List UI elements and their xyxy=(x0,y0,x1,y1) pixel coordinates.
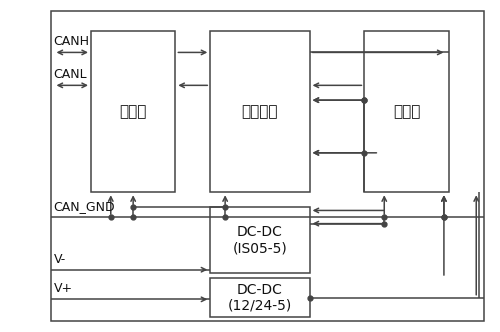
Bar xyxy=(364,31,449,192)
Text: V+: V+ xyxy=(54,283,72,295)
Bar xyxy=(51,11,484,321)
Text: 隔离芯片: 隔离芯片 xyxy=(242,104,278,119)
Bar xyxy=(210,207,310,273)
Text: V-: V- xyxy=(54,253,66,266)
Text: DC-DC
(12/24-5): DC-DC (12/24-5) xyxy=(228,283,292,313)
Text: CANH: CANH xyxy=(54,36,90,48)
Text: CANL: CANL xyxy=(54,68,87,81)
Text: CAN_GND: CAN_GND xyxy=(54,200,115,213)
Bar xyxy=(210,278,310,317)
Text: 控制器: 控制器 xyxy=(393,104,420,119)
Text: DC-DC
(IS05-5): DC-DC (IS05-5) xyxy=(232,225,287,255)
Bar xyxy=(210,31,310,192)
Text: 收发器: 收发器 xyxy=(120,104,147,119)
Bar xyxy=(91,31,176,192)
